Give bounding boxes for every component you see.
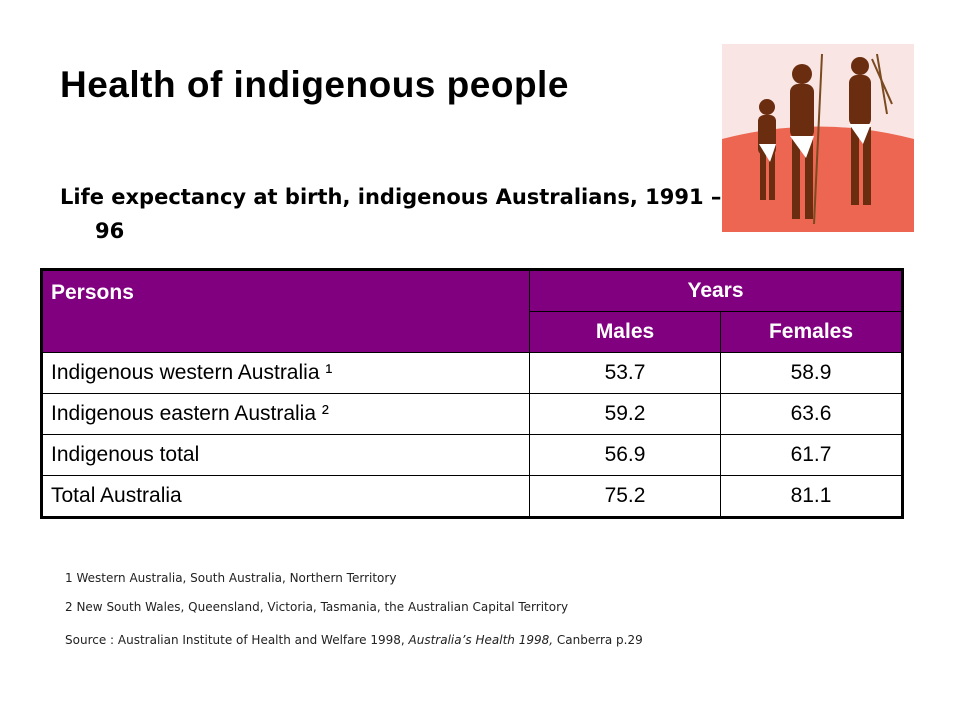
value-cell: 59.2 (529, 393, 721, 435)
footnote: 1 Western Australia, South Australia, No… (65, 571, 397, 585)
value-cell: 56.9 (529, 434, 721, 476)
source-text: Source : Australian Institute of Health … (65, 633, 409, 647)
source-title: Australia’s Health 1998, (408, 633, 554, 647)
illustration (722, 44, 914, 232)
source-note: Source : Australian Institute of Health … (65, 633, 643, 647)
header-cell: Years (529, 269, 903, 312)
slide-subtitle: Life expectancy at birth, indigenous Aus… (60, 185, 722, 243)
value-cell: 61.7 (720, 434, 903, 476)
value-cell: 63.6 (720, 393, 903, 435)
slide-title: Health of indigenous people (60, 64, 569, 105)
value-cell: 75.2 (529, 475, 721, 518)
table-row: Indigenous western Australia ¹ 53.7 58.9 (41, 352, 903, 394)
life-expectancy-table: Persons Years Males Females Indigenous w… (40, 268, 904, 519)
header-cell: Persons (41, 269, 530, 353)
row-label: Indigenous western Australia ¹ (41, 352, 530, 394)
row-label: Indigenous eastern Australia ² (41, 393, 530, 435)
value-cell: 53.7 (529, 352, 721, 394)
header-cell: Males (529, 311, 721, 353)
value-cell: 58.9 (720, 352, 903, 394)
table-row: Indigenous total 56.9 61.7 (41, 434, 903, 476)
table-row: Total Australia 75.2 81.1 (41, 475, 903, 518)
source-text: Canberra p.29 (553, 633, 643, 647)
header-cell: Females (720, 311, 903, 353)
footnote: 2 New South Wales, Queensland, Victoria,… (65, 600, 569, 614)
value-cell: 81.1 (720, 475, 903, 518)
row-label: Indigenous total (41, 434, 530, 476)
row-label: Total Australia (41, 475, 530, 518)
table-row: Indigenous eastern Australia ² 59.2 63.6 (41, 393, 903, 435)
